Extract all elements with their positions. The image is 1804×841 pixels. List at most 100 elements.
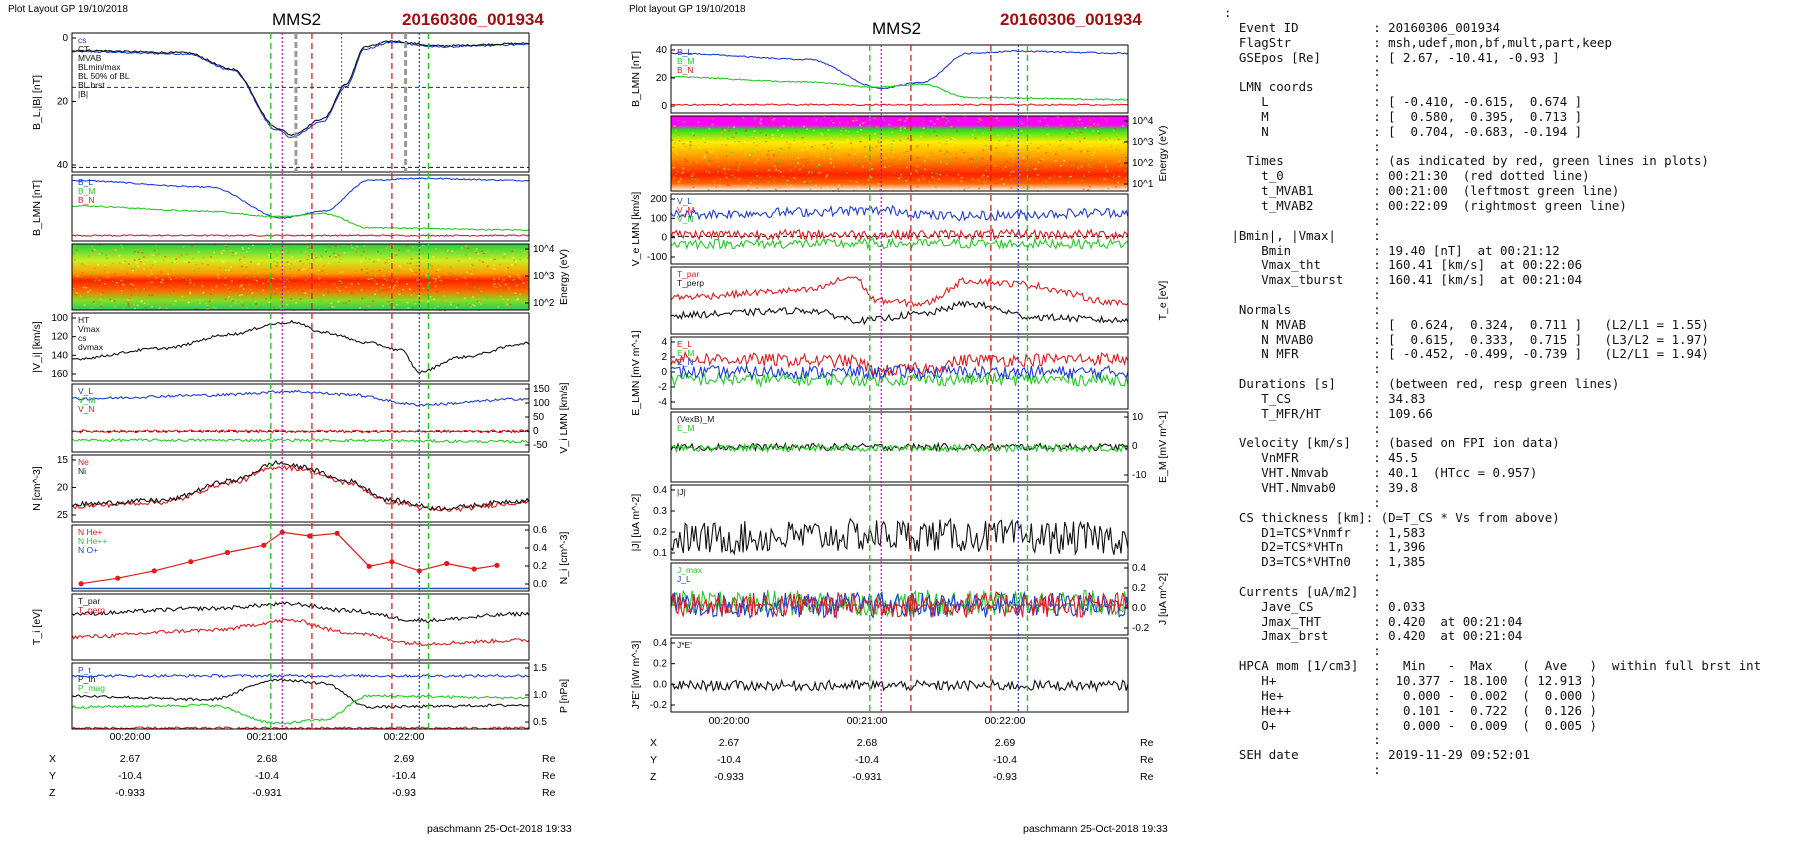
heatmap-cell — [871, 147, 874, 150]
heatmap-cell — [202, 291, 205, 294]
data-point — [279, 529, 285, 535]
heatmap-cell — [856, 131, 859, 133]
heatmap-cell — [333, 306, 336, 308]
heatmap-cell — [421, 299, 424, 302]
heatmap-cell — [215, 285, 218, 288]
heatmap-cell — [821, 167, 823, 170]
heatmap-cell — [301, 268, 304, 271]
heatmap-cell — [104, 282, 107, 285]
heatmap-cell — [516, 297, 519, 300]
heatmap-cell — [887, 165, 889, 168]
heatmap-cell — [755, 133, 758, 135]
heatmap-cell — [1096, 123, 1099, 126]
heatmap-cell — [133, 252, 136, 254]
series-line — [71, 694, 530, 725]
pos-value: 2.69 — [995, 737, 1016, 749]
heatmap-cell — [131, 268, 133, 270]
heatmap-cell — [358, 307, 361, 309]
info-line: : — [1224, 762, 1381, 778]
heatmap-cell — [392, 286, 395, 288]
heatmap-cell — [859, 129, 862, 131]
heatmap-cell — [342, 271, 345, 273]
heatmap-cell — [983, 135, 985, 138]
heatmap-cell — [502, 256, 505, 259]
heatmap-cell — [1065, 148, 1068, 150]
heatmap-cell — [249, 289, 252, 291]
heatmap-cell — [842, 127, 844, 129]
heatmap-cell — [499, 284, 502, 287]
heatmap-cell — [965, 137, 968, 139]
heatmap-cell — [1113, 173, 1116, 175]
heatmap-cell — [431, 265, 434, 267]
heatmap-cell — [138, 258, 141, 261]
heatmap-cell — [1117, 166, 1120, 168]
heatmap-cell — [308, 262, 311, 265]
legend-entry: E_N — [677, 357, 694, 367]
heatmap-cell — [119, 284, 121, 287]
heatmap-cell — [900, 174, 903, 176]
legend-entry: V_L — [677, 196, 692, 206]
heatmap-cell — [499, 263, 502, 266]
heatmap-cell — [1078, 118, 1081, 121]
heatmap-cell — [416, 279, 419, 281]
heatmap-cell — [792, 187, 795, 189]
heatmap-cell — [690, 175, 693, 177]
heatmap-cell — [473, 286, 476, 289]
left-blmn-panel: B_LMN [nT] B_LB_MB_N — [31, 174, 530, 242]
heatmap-cell — [891, 131, 894, 134]
heatmap-cell — [72, 252, 75, 255]
heatmap-cell — [147, 283, 150, 285]
heatmap-cell — [155, 277, 158, 279]
heatmap-cell — [493, 278, 496, 281]
heatmap-cell — [1080, 150, 1083, 153]
heatmap-cell — [364, 306, 366, 309]
heatmap-cell — [1116, 133, 1119, 136]
heatmap-cell — [98, 244, 101, 246]
heatmap-cell — [468, 303, 471, 305]
heatmap-cell — [253, 279, 256, 281]
heatmap-cell — [201, 285, 204, 287]
heatmap-cell — [1060, 124, 1063, 126]
heatmap-cell — [807, 161, 810, 164]
heatmap-cell — [506, 268, 509, 270]
heatmap-cell — [838, 122, 841, 124]
heatmap-cell — [362, 251, 365, 253]
heatmap-cell — [375, 289, 378, 292]
heatmap-cell — [1011, 135, 1013, 137]
heatmap-cell — [214, 284, 217, 286]
heatmap-cell — [241, 265, 244, 267]
heatmap-cell — [245, 306, 248, 308]
heatmap-cell — [749, 138, 752, 141]
heatmap-cell — [750, 156, 753, 158]
heatmap-cell — [1068, 176, 1071, 178]
heatmap-cell — [165, 307, 168, 309]
heatmap-cell — [290, 263, 293, 265]
heatmap-cell — [402, 246, 405, 249]
heatmap-cell — [954, 176, 957, 179]
heatmap-cell — [853, 164, 856, 167]
heatmap-cell — [473, 305, 476, 307]
heatmap-cell — [758, 149, 761, 151]
heatmap-field — [72, 244, 529, 310]
heatmap-cell — [492, 267, 495, 269]
heatmap-cell — [430, 267, 433, 269]
heatmap-cell — [697, 165, 700, 167]
heatmap-cell — [954, 153, 957, 155]
heatmap-cell — [892, 140, 895, 142]
heatmap-cell — [881, 153, 884, 155]
heatmap-cell — [468, 270, 471, 272]
heatmap-cell — [120, 244, 123, 246]
heatmap-cell — [342, 302, 345, 305]
heatmap-cell — [718, 178, 721, 181]
heatmap-cell — [677, 181, 680, 183]
series-line — [670, 103, 1129, 107]
heatmap-cell — [865, 158, 868, 160]
heatmap-cell — [512, 257, 515, 259]
heatmap-cell — [379, 286, 382, 289]
heatmap-cell — [1095, 150, 1098, 153]
heatmap-cell — [1117, 130, 1120, 132]
heatmap-cell — [773, 117, 776, 120]
heatmap-cell — [150, 253, 153, 255]
